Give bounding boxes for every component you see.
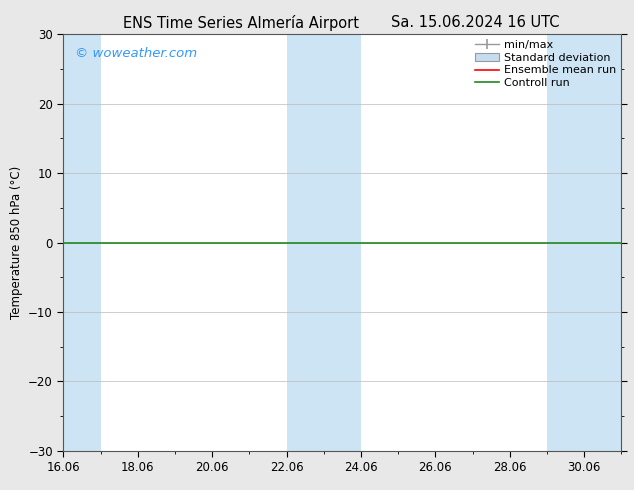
Text: Sa. 15.06.2024 16 UTC: Sa. 15.06.2024 16 UTC	[391, 15, 560, 30]
Y-axis label: Temperature 850 hPa (°C): Temperature 850 hPa (°C)	[10, 166, 23, 319]
Legend: min/max, Standard deviation, Ensemble mean run, Controll run: min/max, Standard deviation, Ensemble me…	[471, 37, 619, 92]
Bar	[287, 34, 361, 451]
Text: ENS Time Series Almería Airport: ENS Time Series Almería Airport	[123, 15, 359, 31]
Text: © woweather.com: © woweather.com	[75, 47, 197, 60]
Bar	[63, 34, 101, 451]
Bar	[547, 34, 621, 451]
